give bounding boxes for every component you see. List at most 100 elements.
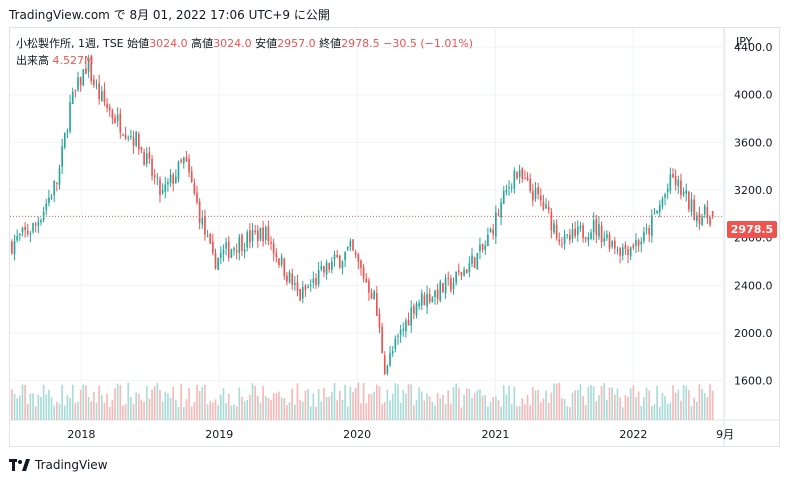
- candle-body: [34, 223, 37, 225]
- candle-body: [338, 255, 341, 268]
- publish-header: TradingView.com で 8月 01, 2022 17:06 UTC+…: [9, 8, 330, 22]
- volume-bar: [288, 402, 291, 420]
- candle-body: [82, 69, 85, 86]
- volume-bar: [346, 406, 349, 420]
- time-axis[interactable]: 2018 2019 2020 2021 2022 9月: [67, 428, 734, 441]
- candle-body: [262, 227, 264, 242]
- candle-body: [698, 213, 701, 224]
- volume-bar: [185, 399, 188, 420]
- volume-bar: [344, 384, 346, 420]
- candle-body: [116, 114, 119, 122]
- volume-bar: [227, 393, 230, 420]
- legend-open-label: 始値: [127, 37, 150, 50]
- volume-bar: [383, 401, 386, 420]
- volume-bar: [21, 384, 24, 420]
- volume-bar: [386, 389, 389, 420]
- legend-volume: 4.527M: [52, 54, 94, 67]
- volume-bar: [349, 386, 352, 420]
- candle-body: [254, 230, 257, 233]
- candle-body: [550, 211, 553, 231]
- volume-bar: [172, 386, 175, 420]
- candle-body: [584, 237, 587, 239]
- volume-bar: [190, 406, 193, 420]
- volume-bar: [711, 390, 714, 420]
- candle-body: [362, 267, 365, 279]
- volume-bar: [354, 388, 357, 420]
- volume-bar: [457, 388, 460, 420]
- volume-bar: [629, 388, 632, 420]
- volume-bar: [621, 407, 624, 420]
- volume-bar: [241, 396, 243, 420]
- candle-body: [537, 187, 539, 195]
- volume-bar: [632, 385, 635, 420]
- volume-bar: [307, 389, 309, 420]
- volume-bar: [656, 385, 658, 420]
- volume-bar: [497, 400, 500, 420]
- volume-bar: [111, 400, 114, 420]
- volume-bar: [442, 394, 444, 420]
- volume-bar: [362, 382, 365, 420]
- chart-frame[interactable]: [9, 27, 780, 447]
- candle-body: [545, 204, 547, 209]
- candle-body: [368, 280, 370, 293]
- volume-bar: [315, 406, 317, 420]
- volume-bar: [584, 404, 587, 420]
- volume-bar: [204, 384, 206, 420]
- volume-bar: [198, 391, 201, 420]
- x-tick-label: 9月: [716, 428, 734, 441]
- volume-bar: [463, 395, 465, 420]
- volume-bar: [413, 405, 415, 420]
- volume-bar: [320, 401, 323, 420]
- volume-bar: [368, 393, 370, 420]
- candle-body: [465, 269, 468, 274]
- volume-bar: [58, 404, 61, 420]
- volume-bar: [299, 399, 301, 420]
- volume-bar: [53, 405, 56, 420]
- candle-body: [375, 292, 378, 316]
- candle-body: [489, 229, 492, 233]
- candle-body: [444, 278, 447, 294]
- volume-bar: [661, 393, 664, 420]
- volume-bar: [296, 383, 299, 420]
- volume-bar: [93, 391, 95, 420]
- volume-bar: [151, 389, 153, 420]
- candle-body: [344, 251, 346, 261]
- candle-body: [264, 226, 267, 240]
- candle-body: [50, 196, 53, 198]
- last-price-tag: 2978.5: [727, 221, 777, 238]
- price-axis[interactable]: 1600.02000.02400.02800.03200.03600.04000…: [734, 41, 773, 388]
- candle-body: [423, 295, 426, 306]
- candle-body: [272, 243, 275, 254]
- volume-bar: [79, 389, 82, 420]
- candle-body: [299, 288, 301, 301]
- candle-body: [132, 137, 135, 146]
- candle-body: [98, 83, 100, 100]
- candle-body: [69, 102, 71, 132]
- volume-bar: [450, 403, 452, 420]
- candle-body: [230, 249, 233, 258]
- volume-bar: [381, 404, 383, 420]
- volume-bar: [85, 385, 87, 420]
- volume-bar: [426, 393, 428, 420]
- candle-body: [122, 134, 124, 136]
- candle-body: [16, 236, 19, 241]
- volume-bar: [294, 404, 296, 420]
- y-tick-label: 3600.0: [734, 136, 773, 149]
- candle-body: [576, 226, 579, 235]
- candle-body: [397, 335, 399, 337]
- volume-bar: [278, 391, 280, 420]
- candle-body: [452, 282, 455, 290]
- candle-body: [56, 182, 58, 184]
- candle-body: [629, 247, 632, 257]
- volume-bar: [48, 389, 50, 420]
- candle-body: [711, 211, 714, 217]
- candle-body: [111, 110, 114, 119]
- candle-body: [103, 90, 106, 103]
- volume-bar: [547, 402, 550, 420]
- legend-high-label: 高値: [191, 37, 214, 50]
- volume-bar: [217, 405, 219, 420]
- candle-body: [360, 260, 362, 269]
- candle-body: [238, 237, 241, 253]
- candle-body: [635, 240, 637, 246]
